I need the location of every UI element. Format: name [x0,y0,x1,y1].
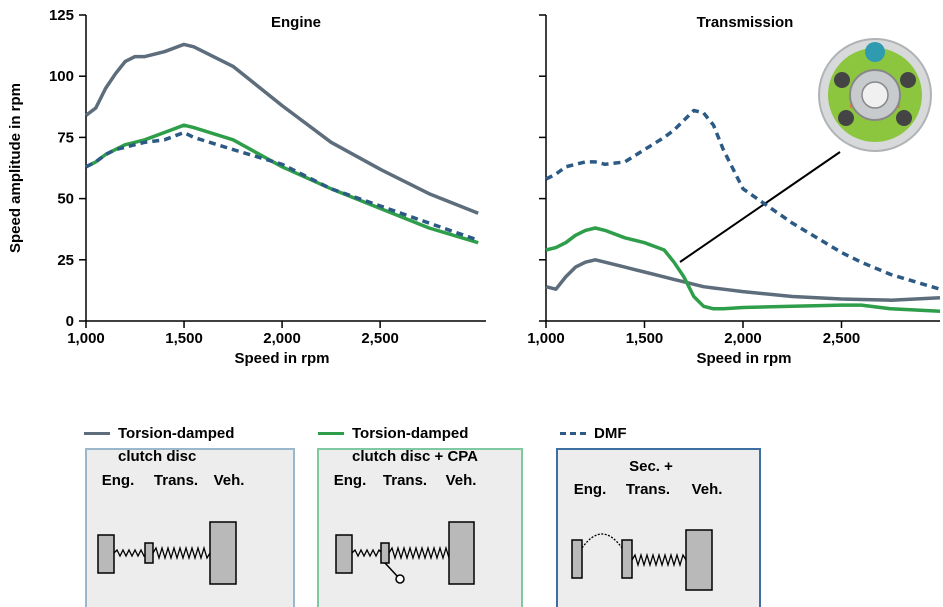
x-tick-label: 1,500 [626,330,664,347]
diagram-label: Eng. [102,472,135,489]
legend-swatch [318,432,344,435]
x-tick-label: 2,500 [361,330,399,347]
x-axis-label: Speed in rpm [696,350,791,367]
y-tick-label: 25 [57,252,74,269]
diagram-cpa: Eng. Trans. Veh. [317,448,523,607]
series-line [545,108,941,291]
chart-title: Engine [271,14,321,31]
diagram-label: Sec. + [629,458,673,475]
y-tick-label: 75 [57,129,74,146]
diagram-label: Trans. [626,481,670,498]
y-tick-label: 125 [49,7,74,24]
diagram-label: Eng. [574,481,607,498]
legend-swatch [560,432,586,435]
legend-label: Torsion-damped clutch disc [118,425,235,465]
diagram-label: Trans. [383,472,427,489]
x-tick-label: 1,500 [165,330,203,347]
diagram-label: Veh. [692,481,723,498]
x-tick-label: 2,500 [823,330,861,347]
series-line [545,226,941,313]
diagram-label: Veh. [446,472,477,489]
chart-title: Transmission [697,14,794,31]
legend-label: Torsion-damped clutch disc + CPA [352,425,479,465]
diagram-label: Eng. [334,472,367,489]
diagram-label: Veh. [214,472,245,489]
series-line [84,42,479,215]
y-tick-label: 0 [66,313,74,330]
series-line [85,130,479,242]
legend-label: DMF [594,425,627,442]
series-line [545,258,941,302]
x-tick-label: 2,000 [263,330,301,347]
x-tick-label: 1,000 [67,330,105,347]
diagram-torsion-damped: Eng. Trans. Veh. [85,448,295,607]
x-tick-label: 1,000 [527,330,565,347]
annotation-line [679,151,841,263]
y-tick-label: 100 [49,68,74,85]
diagram-label: Trans. [154,472,198,489]
y-tick-label: 50 [57,191,74,208]
legend-swatch [84,432,110,435]
x-tick-label: 2,000 [724,330,762,347]
cpa-disc-image [818,38,932,152]
y-axis-label: Speed amplitude in rpm [7,83,24,253]
diagram-dmf: Sec. + Eng. Trans. Veh. [556,448,761,607]
x-axis-label: Speed in rpm [234,350,329,367]
